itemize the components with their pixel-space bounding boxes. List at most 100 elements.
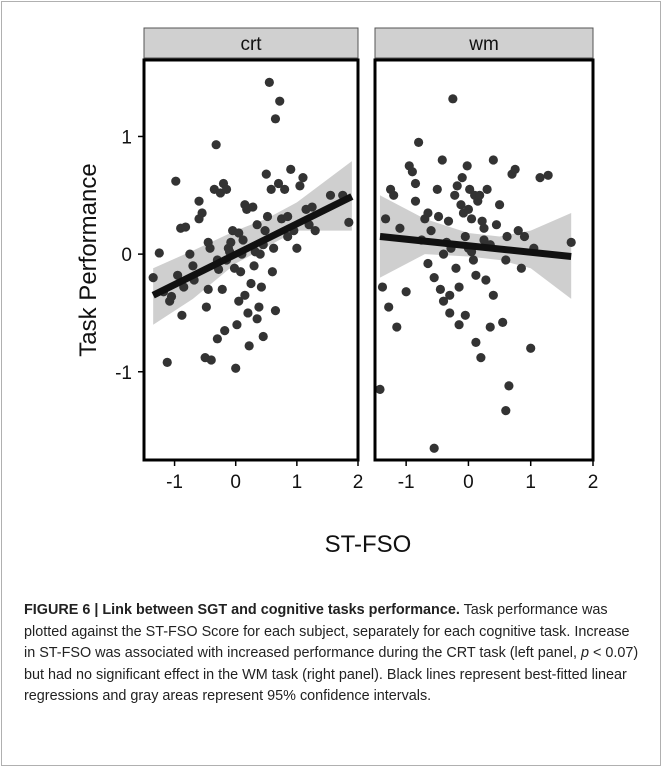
data-point — [262, 211, 273, 222]
data-point — [535, 173, 545, 183]
data-point — [252, 220, 262, 230]
data-point — [171, 176, 181, 186]
data-point — [479, 235, 489, 245]
faceted-scatter-chart: crt -1 0 1 2 wm -1 0 1 2 -1 0 1 ST-FSO Task Performanc… — [75, 27, 599, 558]
data-point — [270, 114, 281, 124]
data-point — [295, 181, 305, 191]
data-point — [201, 302, 211, 312]
data-point — [254, 302, 264, 312]
data-point — [162, 357, 172, 367]
data-point — [261, 169, 271, 179]
data-point — [273, 178, 284, 189]
data-point — [197, 208, 207, 218]
data-point — [410, 196, 421, 206]
data-point — [471, 270, 481, 280]
data-point — [267, 267, 277, 277]
data-point — [456, 200, 466, 210]
data-point — [194, 196, 204, 206]
data-point — [206, 355, 216, 365]
data-point — [460, 310, 470, 320]
data-point — [543, 170, 553, 180]
data-point — [407, 167, 417, 177]
data-point — [451, 263, 461, 273]
data-point — [566, 237, 576, 247]
data-point — [256, 282, 266, 292]
x-tick-label: -1 — [166, 472, 183, 493]
data-point — [501, 405, 511, 416]
x-tick-label: 0 — [230, 472, 241, 493]
data-point — [437, 155, 447, 165]
data-point — [212, 334, 222, 344]
data-point — [476, 353, 486, 363]
regression-line — [151, 193, 354, 299]
data-point — [395, 223, 405, 233]
caption-label: FIGURE 6 | Link between SGT and cognitiv… — [24, 602, 460, 618]
y-tick-label: -1 — [115, 363, 132, 384]
data-point — [380, 214, 391, 224]
data-point — [481, 275, 491, 285]
data-point — [477, 216, 487, 226]
data-point — [384, 302, 394, 312]
data-point — [185, 249, 195, 259]
data-point — [438, 249, 449, 259]
data-point — [454, 282, 464, 292]
data-point — [498, 317, 508, 327]
data-point — [226, 237, 236, 247]
data-point — [375, 384, 385, 395]
data-point — [448, 94, 458, 104]
data-point — [255, 249, 265, 259]
data-point — [236, 267, 246, 277]
data-point — [501, 255, 511, 265]
data-point — [423, 258, 433, 269]
facet-label: wm — [468, 34, 499, 55]
x-tick-label: 1 — [525, 472, 536, 493]
data-point — [482, 184, 492, 195]
panel-border — [142, 58, 360, 462]
data-point — [240, 290, 250, 300]
data-point — [433, 211, 444, 222]
data-point — [188, 261, 198, 271]
data-point — [443, 216, 454, 226]
x-tick-label: 0 — [463, 472, 474, 493]
data-point — [426, 225, 436, 236]
panel-border — [373, 58, 595, 462]
data-point — [310, 225, 320, 236]
data-point — [260, 225, 270, 236]
data-point — [238, 235, 248, 245]
data-point — [488, 155, 498, 165]
data-point — [435, 284, 445, 295]
data-point — [450, 190, 460, 200]
x-tick-label: 1 — [292, 472, 303, 493]
data-point — [494, 200, 505, 210]
data-point — [389, 190, 399, 200]
data-point — [148, 273, 158, 283]
data-point — [232, 320, 242, 330]
data-point — [377, 282, 388, 292]
data-point — [516, 263, 526, 273]
data-point — [252, 314, 262, 324]
data-point — [275, 96, 285, 106]
data-point — [234, 296, 244, 306]
data-point — [220, 325, 230, 336]
data-point — [452, 181, 462, 191]
x-tick-label: 2 — [588, 472, 599, 493]
data-point — [392, 322, 402, 332]
figure-caption: FIGURE 6 | Link between SGT and cognitiv… — [24, 600, 639, 708]
data-point — [270, 305, 281, 316]
data-point — [488, 290, 498, 300]
data-point — [479, 223, 489, 233]
data-point — [445, 308, 455, 318]
facet-label: crt — [240, 34, 262, 55]
data-point — [513, 225, 523, 236]
data-point — [283, 231, 293, 242]
data-point — [244, 341, 254, 351]
data-point — [248, 202, 258, 212]
data-point — [344, 217, 354, 227]
data-point — [457, 173, 467, 183]
data-point — [468, 255, 479, 265]
data-point — [454, 320, 464, 330]
x-axis-title: ST-FSO — [325, 531, 412, 558]
data-point — [154, 248, 164, 258]
data-point — [429, 443, 439, 453]
